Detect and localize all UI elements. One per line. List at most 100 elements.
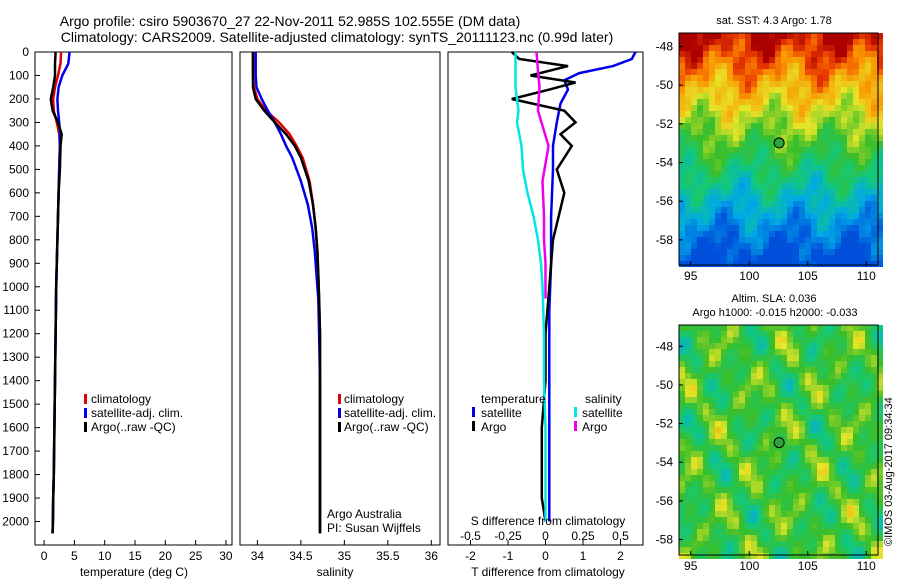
map-cell: [811, 535, 817, 541]
map-cell: [871, 409, 877, 415]
map-cell: [841, 261, 847, 267]
map-cell: [781, 165, 787, 171]
map-cell: [817, 141, 823, 147]
depth-tick-label: 900: [9, 256, 29, 270]
map-cell: [679, 517, 685, 523]
map-cell: [787, 487, 793, 493]
map-cell: [709, 141, 715, 147]
map-cell: [697, 159, 703, 165]
map-cell: [805, 373, 811, 379]
map-cell: [763, 349, 769, 355]
map-cell: [685, 361, 691, 367]
map-cell: [757, 123, 763, 129]
map-cell: [853, 325, 859, 331]
map-cell: [679, 225, 685, 231]
map-cell: [703, 243, 709, 249]
map-cell: [847, 207, 853, 213]
map-cell: [787, 75, 793, 81]
map-cell: [697, 523, 703, 529]
map-cell: [763, 165, 769, 171]
map-cell: [847, 403, 853, 409]
map-cell: [721, 135, 727, 141]
map-cell: [835, 373, 841, 379]
map-cell: [697, 367, 703, 373]
map-cell: [829, 505, 835, 511]
map-cell: [781, 219, 787, 225]
x-tick-label: -1: [503, 549, 514, 563]
salinity-x-axis: 34 34.5 35 35.5 36: [251, 540, 438, 563]
map-cell: [805, 177, 811, 183]
map-cell: [733, 367, 739, 373]
map-cell: [733, 415, 739, 421]
map-cell: [877, 237, 883, 243]
map-cell: [787, 117, 793, 123]
map-cell: [835, 397, 841, 403]
map-cell: [811, 397, 817, 403]
lat-tick-label: -50: [656, 78, 674, 92]
map-cell: [679, 511, 685, 517]
map-cell: [841, 439, 847, 445]
map-cell: [763, 523, 769, 529]
map-cell: [691, 135, 697, 141]
map-cell: [799, 529, 805, 535]
map-cell: [745, 159, 751, 165]
map-cell: [763, 439, 769, 445]
map-cell: [841, 129, 847, 135]
map-cell: [835, 147, 841, 153]
map-cell: [859, 135, 865, 141]
map-cell: [817, 499, 823, 505]
map-cell: [787, 427, 793, 433]
map-cell: [751, 201, 757, 207]
map-cell: [793, 63, 799, 69]
map-cell: [799, 255, 805, 261]
map-cell: [733, 189, 739, 195]
map-cell: [853, 397, 859, 403]
map-cell: [757, 415, 763, 421]
map-cell: [703, 201, 709, 207]
map-cell: [685, 93, 691, 99]
map-cell: [685, 261, 691, 267]
map-cell: [727, 123, 733, 129]
map-cell: [751, 33, 757, 39]
map-cell: [721, 57, 727, 63]
map-cell: [781, 75, 787, 81]
map-cell: [823, 201, 829, 207]
map-cell: [775, 499, 781, 505]
map-cell: [715, 373, 721, 379]
map-cell: [859, 261, 865, 267]
map-cell: [865, 207, 871, 213]
map-cell: [685, 249, 691, 255]
map-cell: [829, 379, 835, 385]
map-cell: [751, 225, 757, 231]
map-cell: [703, 355, 709, 361]
map-cell: [853, 355, 859, 361]
map-cell: [775, 105, 781, 111]
map-cell: [823, 171, 829, 177]
map-cell: [865, 93, 871, 99]
map-cell: [775, 487, 781, 493]
map-cell: [811, 475, 817, 481]
map-cell: [733, 153, 739, 159]
map-cell: [811, 51, 817, 57]
map-cell: [727, 337, 733, 343]
map-cell: [769, 39, 775, 45]
map-cell: [691, 487, 697, 493]
map-cell: [781, 237, 787, 243]
map-cell: [763, 195, 769, 201]
map-cell: [751, 361, 757, 367]
map-cell: [697, 123, 703, 129]
map-cell: [733, 451, 739, 457]
map-cell: [793, 147, 799, 153]
map-cell: [865, 189, 871, 195]
map-cell: [697, 129, 703, 135]
map-cell: [823, 421, 829, 427]
map-cell: [745, 249, 751, 255]
x-tick-label: 0: [542, 549, 549, 563]
map-cell: [829, 553, 835, 559]
map-cell: [823, 493, 829, 499]
map-cell: [733, 207, 739, 213]
map-cell: [745, 349, 751, 355]
map-cell: [703, 45, 709, 51]
map-cell: [709, 177, 715, 183]
map-cell: [865, 451, 871, 457]
